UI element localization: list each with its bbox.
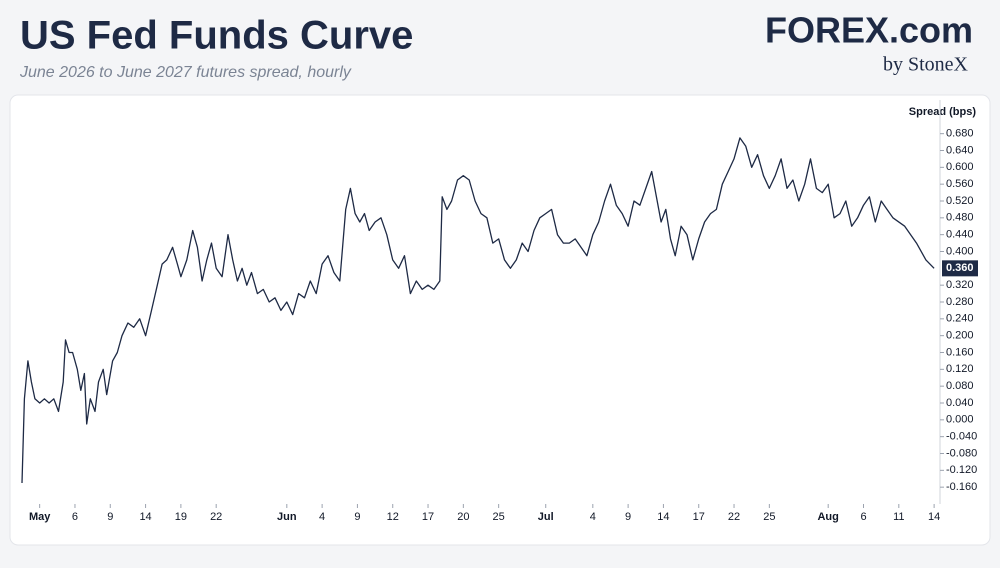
y-tick-label: 0.320 (946, 279, 974, 291)
y-tick-label: 0.400 (946, 245, 974, 257)
y-tick-label: -0.080 (946, 447, 977, 459)
y-tick-label: 0.520 (946, 195, 974, 207)
x-tick-label: Jun (277, 511, 297, 523)
x-tick-label: 6 (72, 511, 78, 523)
x-tick-label: 9 (354, 511, 360, 523)
y-tick-label: 0.560 (946, 178, 974, 190)
x-tick-label: May (29, 511, 51, 523)
y-tick-label: 0.600 (946, 161, 974, 173)
x-tick-label: 17 (693, 511, 705, 523)
x-tick-label: 20 (457, 511, 469, 523)
y-tick-label: 0.480 (946, 212, 974, 224)
y-tick-label: 0.640 (946, 144, 974, 156)
x-tick-label: 25 (763, 511, 775, 523)
y-tick-label: 0.080 (946, 380, 974, 392)
x-tick-label: 17 (422, 511, 434, 523)
x-tick-label: 25 (493, 511, 505, 523)
y-tick-label: 0.040 (946, 397, 974, 409)
x-tick-label: 22 (210, 511, 222, 523)
x-tick-label: Aug (817, 511, 838, 523)
x-tick-label: 9 (625, 511, 631, 523)
x-tick-label: Jul (538, 511, 554, 523)
spread-line (21, 137, 935, 484)
y-tick-label: -0.040 (946, 431, 977, 443)
x-tick-label: 4 (319, 511, 325, 523)
chart-subtitle: June 2026 to June 2027 futures spread, h… (19, 64, 352, 81)
x-tick-label: 6 (860, 511, 866, 523)
x-tick-label: 22 (728, 511, 740, 523)
brand-sub: by StoneX (883, 54, 969, 76)
x-tick-label: 12 (387, 511, 399, 523)
x-tick-label: 4 (590, 511, 596, 523)
x-tick-label: 19 (175, 511, 187, 523)
y-tick-label: 0.240 (946, 313, 974, 325)
current-value-box (942, 260, 978, 277)
x-tick-label: 9 (107, 511, 113, 523)
y-tick-label: 0.200 (946, 330, 974, 342)
y-tick-label: 0.160 (946, 346, 974, 358)
brand-logo: FOREX.com (765, 10, 973, 51)
y-tick-label: -0.160 (946, 481, 977, 493)
y-axis-title: Spread (bps) (909, 106, 977, 118)
y-tick-label: 0.280 (946, 296, 974, 308)
chart-panel (9, 94, 991, 546)
y-tick-label: -0.120 (946, 464, 977, 476)
x-tick-label: 11 (893, 511, 904, 523)
y-tick-label: 0.680 (946, 128, 974, 140)
x-tick-label: 14 (928, 511, 940, 523)
chart-title: US Fed Funds Curve (20, 14, 413, 58)
y-tick-label: 0.120 (946, 363, 974, 375)
x-tick-label: 14 (139, 511, 151, 523)
y-tick-label: 0.440 (946, 229, 974, 241)
x-tick-label: 14 (657, 511, 669, 523)
current-value-label: 0.360 (946, 262, 974, 274)
y-tick-label: 0.000 (946, 414, 974, 426)
